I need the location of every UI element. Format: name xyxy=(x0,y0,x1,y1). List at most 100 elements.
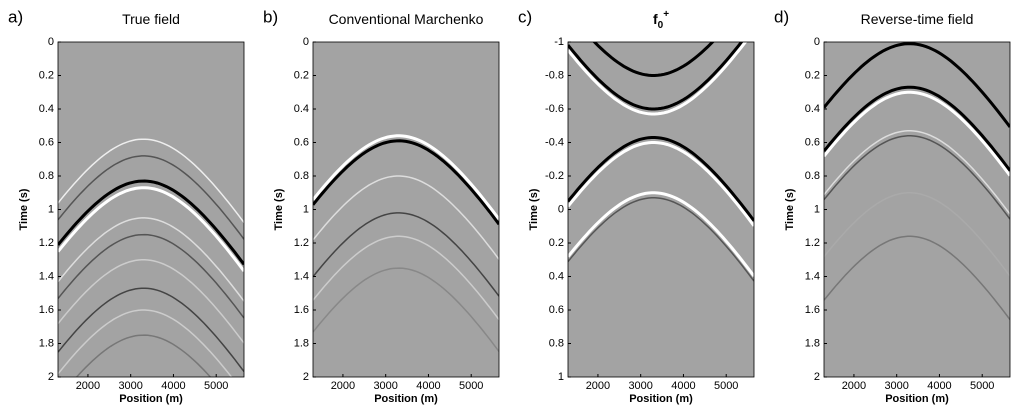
x-tick-label: 4000 xyxy=(416,380,440,392)
y-tick-label: 2 xyxy=(814,371,820,383)
panel: 2000 3000 4000 5000 0 0.2 0.4 0.6 0.8 1 1.2 1.4 1.6 1… xyxy=(774,7,1011,405)
y-tick-label: -0.4 xyxy=(545,136,564,148)
x-tick-label: 3000 xyxy=(628,380,652,392)
panel: 2000 3000 4000 5000 -1 -0.8 -0.6 -0.4 -0.2 0 0.2 0.… xyxy=(518,7,755,405)
y-tick-label: 0.2 xyxy=(549,237,564,249)
chart-title: f0+ xyxy=(653,9,669,31)
chart-title: Reverse-time field xyxy=(861,11,974,27)
y-tick-label: -0.8 xyxy=(545,69,564,81)
y-tick-label: 1.2 xyxy=(39,237,54,249)
y-tick-label: 0.2 xyxy=(294,69,309,81)
y-tick-label: 1.8 xyxy=(805,337,820,349)
panel-label: d) xyxy=(774,7,789,26)
wavefront xyxy=(58,186,244,273)
title-text: True field xyxy=(122,11,180,27)
y-tick-label: 0 xyxy=(558,203,564,215)
y-tick-label: -1 xyxy=(554,36,564,48)
wavefront xyxy=(568,136,754,222)
x-tick-label: 3000 xyxy=(884,380,908,392)
y-tick-label: 0.6 xyxy=(39,136,54,148)
title-text: f xyxy=(653,11,658,27)
y-tick-label: 0.4 xyxy=(549,270,564,282)
wavefront xyxy=(313,235,499,321)
wavefront xyxy=(313,175,499,260)
image-area xyxy=(58,42,244,377)
image-area xyxy=(824,42,1010,377)
title-subscript: 0 xyxy=(658,20,664,31)
wavefront xyxy=(824,130,1010,215)
y-axis-label: Time (s) xyxy=(18,188,30,230)
x-tick-label: 2000 xyxy=(586,380,610,392)
wavefront xyxy=(568,191,754,278)
wavefront xyxy=(75,334,212,377)
wavefront xyxy=(592,42,715,77)
y-tick-label: 1.2 xyxy=(805,237,820,249)
x-axis-label: Position (m) xyxy=(885,393,949,405)
y-tick-label: 0.2 xyxy=(39,69,54,81)
wavefront xyxy=(313,134,499,221)
y-tick-label: 0.4 xyxy=(294,103,309,115)
y-tick-label: 0 xyxy=(814,36,820,48)
y-tick-label: 0.4 xyxy=(39,103,54,115)
wavefront xyxy=(58,155,244,240)
wavefront xyxy=(568,42,748,116)
wavefront xyxy=(313,267,499,352)
wavefront xyxy=(58,259,244,344)
y-tick-label: 1 xyxy=(814,203,820,215)
y-tick-label: 0.6 xyxy=(805,136,820,148)
y-tick-label: 2 xyxy=(48,371,54,383)
wavefront xyxy=(824,135,1010,220)
wavefront xyxy=(824,85,1010,172)
y-axis-label: Time (s) xyxy=(784,188,796,230)
wavefront xyxy=(568,42,744,111)
wavefront xyxy=(58,287,244,373)
wavefront xyxy=(58,179,244,266)
image-area xyxy=(313,42,499,377)
y-tick-label: 1 xyxy=(303,203,309,215)
y-tick-label: 2 xyxy=(303,371,309,383)
y-tick-label: 1.6 xyxy=(805,304,820,316)
x-tick-label: 4000 xyxy=(161,380,185,392)
x-axis-label: Position (m) xyxy=(629,393,693,405)
y-tick-label: 1.4 xyxy=(805,270,820,282)
y-tick-label: 1.4 xyxy=(39,270,54,282)
y-tick-label: 0.4 xyxy=(805,103,820,115)
wavefront xyxy=(58,309,233,377)
wavefields xyxy=(313,134,499,352)
panel: 2000 3000 4000 5000 0 0.2 0.4 0.6 0.8 1 1.2 1.4 1.6 1… xyxy=(8,7,245,405)
x-tick-label: 2000 xyxy=(76,380,100,392)
x-tick-label: 5000 xyxy=(970,380,994,392)
y-axis-label: Time (s) xyxy=(273,188,285,230)
wavefront xyxy=(568,197,754,282)
wavefields xyxy=(58,138,244,377)
panel: 2000 3000 4000 5000 0 0.2 0.4 0.6 0.8 1 1.2 1.4 1.6 1… xyxy=(263,7,500,405)
y-tick-label: -0.2 xyxy=(545,170,564,182)
y-tick-label: 0 xyxy=(48,36,54,48)
x-tick-label: 2000 xyxy=(331,380,355,392)
chart-title: Conventional Marchenko xyxy=(329,11,484,27)
wavefront xyxy=(58,233,244,319)
y-tick-label: 0.6 xyxy=(549,304,564,316)
y-tick-label: 1.4 xyxy=(294,270,309,282)
y-tick-label: 0.8 xyxy=(549,337,564,349)
y-tick-label: 0.8 xyxy=(805,170,820,182)
wavefields xyxy=(824,42,1010,321)
x-axis-label: Position (m) xyxy=(374,393,438,405)
y-tick-label: 1.6 xyxy=(39,304,54,316)
x-tick-label: 2000 xyxy=(842,380,866,392)
y-tick-label: 0.2 xyxy=(805,69,820,81)
wavefront xyxy=(568,141,754,227)
y-tick-label: 0.8 xyxy=(294,170,309,182)
y-tick-label: 1.8 xyxy=(39,337,54,349)
wavefront xyxy=(824,90,1010,177)
y-tick-label: 0.6 xyxy=(294,136,309,148)
y-tick-label: 0 xyxy=(303,36,309,48)
chart-title: True field xyxy=(122,11,180,27)
y-tick-label: -0.6 xyxy=(545,103,564,115)
y-tick-label: 1.6 xyxy=(294,304,309,316)
x-tick-label: 5000 xyxy=(459,380,483,392)
wavefront xyxy=(824,235,1010,321)
y-tick-label: 1.2 xyxy=(294,237,309,249)
y-tick-label: 1 xyxy=(558,371,564,383)
